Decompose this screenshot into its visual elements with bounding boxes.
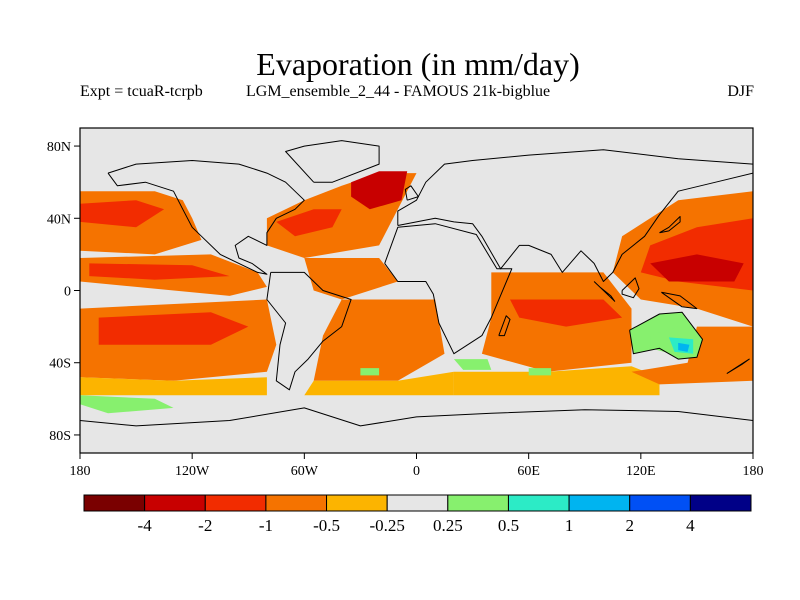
colorbar-label: -0.25 (369, 516, 404, 535)
lat-tick-label: 40N (47, 212, 71, 227)
season-label: DJF (727, 83, 754, 100)
region-trop-atlantic (304, 258, 398, 300)
colorbar-label: -0.5 (313, 516, 340, 535)
region-australia-blue (678, 342, 690, 352)
latitude-axis: 80N 40N 0 40S 80S (47, 140, 80, 444)
colorbar-label: 2 (625, 516, 634, 535)
region-s-ocean-green-2 (528, 368, 552, 376)
region-s-ocean-green-1 (453, 359, 492, 370)
colorbar-box (568, 494, 631, 512)
region-s-atlantic-light (304, 371, 454, 396)
colorbar-label: -4 (138, 516, 153, 535)
colorbar-box (326, 494, 388, 512)
region-indian-core (510, 299, 623, 327)
colorbar-box (204, 494, 267, 512)
colorbar-box (83, 494, 146, 512)
coast-uk (404, 185, 419, 201)
colorbar-box (265, 494, 328, 512)
lon-tick-label: 120W (175, 464, 210, 479)
region-gulf-stream (276, 209, 342, 237)
colorbar-labels: -4 -2 -1 -0.5 -0.25 0.25 0.5 1 2 4 (138, 516, 696, 535)
colorbar-box (689, 494, 752, 512)
colorbar-box (386, 494, 449, 512)
plot-title: Evaporation (in mm/day) (256, 46, 580, 82)
colorbar-label: 0.5 (498, 516, 519, 535)
region-s-pacific-light (80, 377, 267, 396)
colorbar-label: 4 (686, 516, 695, 535)
lon-tick-label: 180 (70, 464, 91, 479)
coast-japan (659, 216, 681, 234)
coast-madagascar (498, 315, 511, 337)
coast-north-america (107, 160, 305, 275)
colorbar-box (629, 494, 691, 512)
colorbar-box (507, 494, 570, 512)
colorbar-label: -2 (198, 516, 212, 535)
coast-australia (629, 311, 703, 360)
lat-tick-label: 40S (49, 357, 71, 372)
experiment-label: Expt = tcuaR-tcrpb (80, 83, 203, 100)
region-indian-light (453, 366, 660, 396)
coast-africa (384, 223, 513, 355)
coast-greenland (285, 140, 380, 183)
colorbar-label: -1 (259, 516, 273, 535)
coast-new-guinea (661, 291, 698, 310)
region-s-pacific-core (98, 312, 249, 345)
region-n-atlantic-core (351, 171, 408, 210)
lon-tick-label: 0 (413, 464, 420, 479)
region-n-pacific-core (80, 200, 165, 228)
colorbar-label: 0.25 (433, 516, 463, 535)
anomaly-regions (80, 171, 753, 414)
longitude-axis: 180 120W 60W 0 60E 120E 180 (70, 453, 764, 479)
lon-tick-label: 120E (626, 464, 656, 479)
region-trop-pacific-core (89, 263, 230, 280)
colorbar-box (144, 494, 206, 512)
region-s-ocean-green-4 (80, 395, 174, 414)
colorbar-boxes (83, 494, 752, 512)
region-w-pacific-peak (650, 254, 744, 282)
colorbar-label: 1 (565, 516, 574, 535)
lat-tick-label: 80S (49, 429, 71, 444)
coast-eurasia (397, 149, 753, 282)
coast-borneo (621, 277, 640, 299)
lat-tick-label: 80N (47, 140, 71, 155)
coastlines (80, 140, 753, 427)
coast-sumatra (593, 281, 616, 302)
ensemble-label: LGM_ensemble_2_44 - FAMOUS 21k-bigblue (246, 83, 551, 100)
colorbar-box (447, 494, 509, 512)
coast-new-zealand (726, 358, 750, 375)
region-s-ocean-green-3 (360, 368, 380, 376)
lat-tick-label: 0 (64, 285, 71, 300)
lon-tick-label: 60W (291, 464, 319, 479)
coast-south-america (266, 271, 352, 391)
region-s-atlantic (313, 299, 445, 381)
lon-tick-label: 60E (517, 464, 540, 479)
coast-antarctica (80, 407, 753, 427)
lon-tick-label: 180 (743, 464, 764, 479)
